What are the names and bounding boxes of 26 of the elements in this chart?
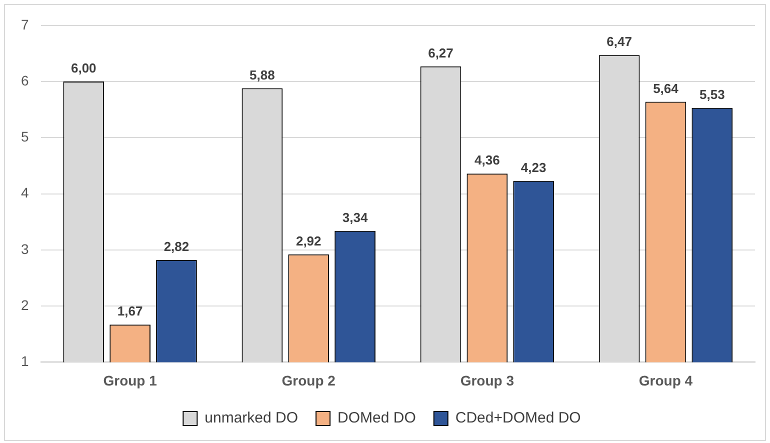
legend-label: CDed+DOMed DO (455, 410, 581, 427)
y-tick-label: 2 (20, 296, 29, 313)
data-label: 3,34 (342, 210, 368, 225)
x-tick-label: Group 2 (282, 372, 336, 388)
data-label: 5,88 (250, 67, 275, 82)
y-tick-label: 6 (20, 72, 29, 88)
y-tick-label: 1 (20, 353, 29, 370)
data-label: 2,92 (296, 234, 322, 248)
data-label: 6,00 (70, 60, 96, 76)
data-label: 1,67 (117, 304, 143, 319)
data-label: 6,47 (606, 34, 632, 50)
x-tick-label: Group 4 (638, 372, 693, 388)
data-label: 6,27 (428, 45, 454, 60)
y-tick-label: 5 (20, 128, 29, 145)
y-tick-label: 7 (20, 16, 29, 32)
x-tick-label: Group 3 (460, 372, 514, 388)
data-label: 5,53 (699, 86, 725, 102)
data-label: 4,23 (520, 160, 546, 175)
data-label: 4,36 (474, 152, 500, 168)
y-tick-label: 3 (20, 240, 29, 257)
data-label: 5,64 (653, 80, 680, 96)
data-label: 2,82 (164, 239, 190, 254)
legend-label: DOMed DO (338, 410, 416, 427)
legend-label: unmarked DO (204, 410, 298, 427)
y-tick-label: 4 (20, 184, 29, 201)
x-tick-label: Group 1 (103, 372, 158, 388)
